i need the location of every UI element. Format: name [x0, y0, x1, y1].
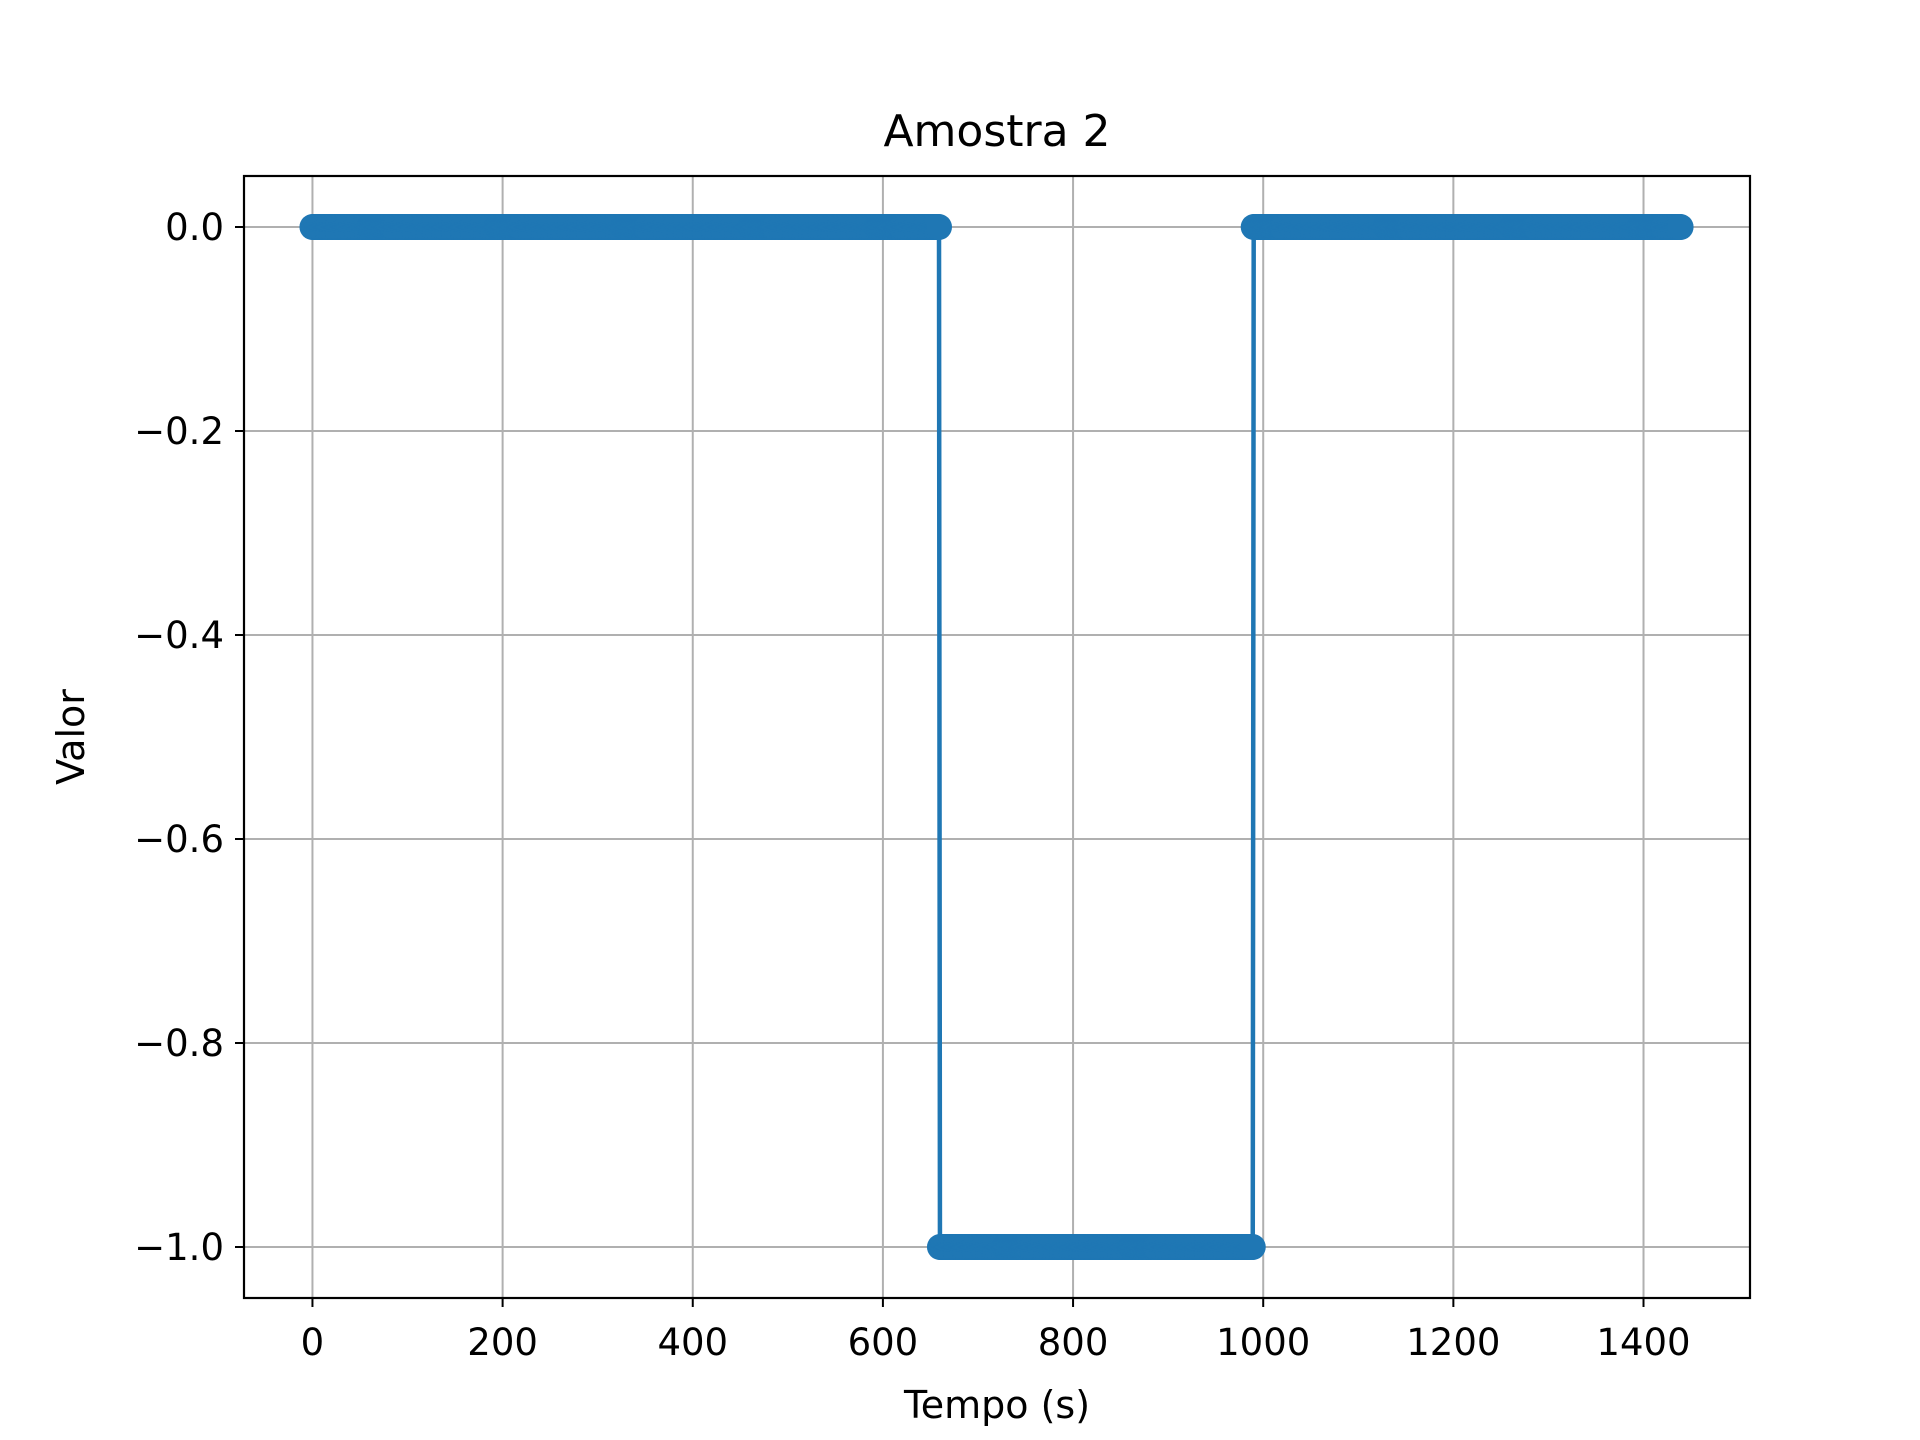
x-tick-label: 600	[848, 1321, 919, 1364]
x-tick-label: 0	[301, 1321, 325, 1364]
y-tick-label: −1.0	[134, 1226, 224, 1269]
axes-frame	[242, 174, 1752, 1300]
y-tick-label: 0.0	[165, 206, 224, 249]
series-markers	[299, 214, 1694, 1260]
x-tick-label: 1000	[1216, 1321, 1310, 1364]
series-layer	[299, 214, 1694, 1260]
y-tick-label: −0.4	[134, 614, 224, 657]
data-point	[1239, 1234, 1266, 1260]
y-tick-label: −0.6	[134, 818, 224, 861]
ticks: 0 200 400 600 800 1000 1200 1400 0.0 −0.2 −0.4 −0.6…	[134, 206, 1690, 1364]
x-axis-label: Tempo (s)	[903, 1383, 1090, 1427]
x-tick-label: 200	[467, 1321, 538, 1364]
data-point	[1667, 214, 1694, 240]
y-tick-label: −0.8	[134, 1022, 224, 1065]
y-tick-label: −0.2	[134, 410, 224, 453]
y-axis-label: Valor	[49, 689, 93, 785]
chart-title: Amostra 2	[883, 106, 1110, 157]
x-tick-label: 400	[657, 1321, 728, 1364]
data-point	[926, 214, 952, 240]
x-tick-label: 800	[1038, 1321, 1109, 1364]
x-tick-label: 1400	[1596, 1321, 1690, 1364]
x-tick-label: 1200	[1406, 1321, 1500, 1364]
